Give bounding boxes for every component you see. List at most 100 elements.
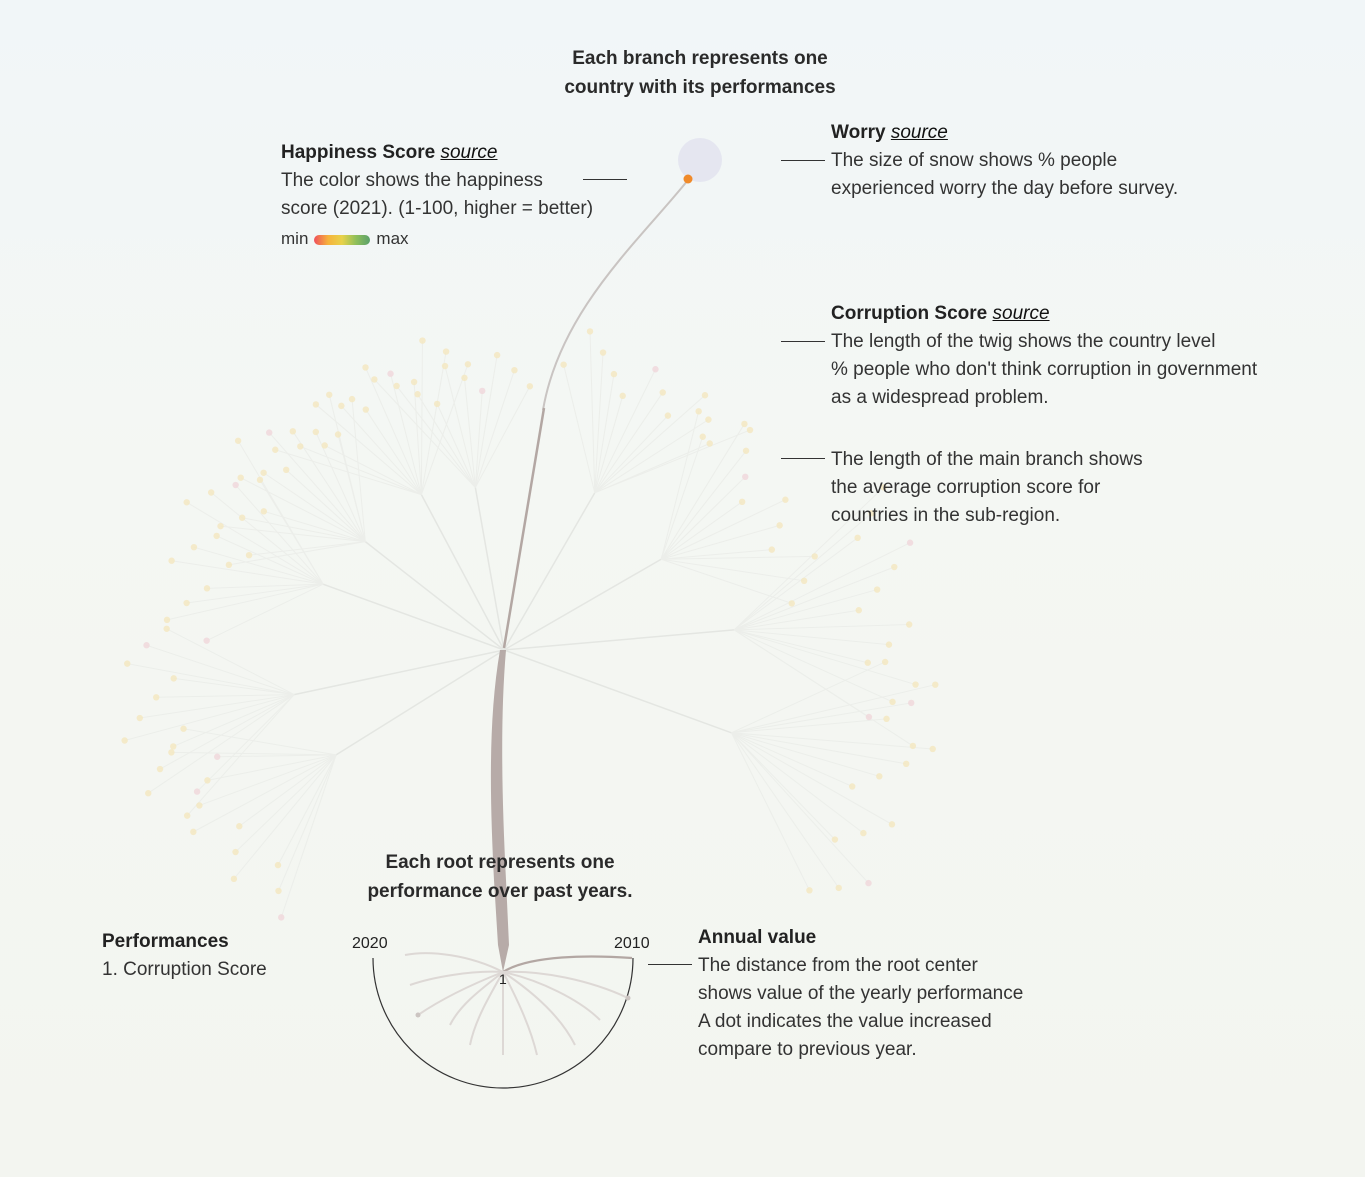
background-country-dot [204, 777, 211, 784]
background-twig [734, 629, 868, 664]
corruption-legend: Corruption Score source The length of th… [831, 300, 1331, 412]
background-twig [420, 351, 447, 495]
background-twig [173, 677, 295, 696]
background-twig [474, 370, 515, 488]
background-twig [731, 732, 864, 834]
background-country-dot [283, 466, 290, 474]
root-line [502, 971, 601, 1021]
background-country-dot [170, 675, 177, 682]
background-country-dot [168, 749, 175, 756]
root-caption: Each root represents one performance ove… [320, 848, 680, 906]
background-country-dot [912, 681, 919, 688]
background-twig [263, 510, 366, 543]
background-country-dot [214, 753, 221, 760]
branch-caption-line1: Each branch represents one [572, 48, 828, 69]
background-country-dot [272, 446, 279, 453]
background-twig [237, 440, 324, 585]
background-twig [127, 663, 295, 696]
background-country-dot [275, 887, 282, 895]
background-country-dot [266, 429, 273, 436]
background-country-dot [183, 499, 190, 506]
worry-source-link[interactable]: source [890, 122, 948, 143]
background-twig [589, 331, 596, 493]
background-twig [733, 486, 884, 631]
background-country-dot [196, 802, 203, 809]
background-country-dot [203, 637, 210, 644]
root-caption-line2: performance over past years. [367, 881, 633, 902]
background-country-dot [464, 361, 472, 368]
background-branch [294, 649, 505, 696]
background-twig [292, 431, 366, 542]
background-country-dot [225, 561, 233, 569]
background-country-dot [742, 447, 750, 454]
root-index-label: 1 [499, 971, 507, 987]
background-twig [328, 394, 366, 542]
background-country-dot [245, 551, 253, 559]
background-twig [733, 629, 893, 703]
background-twig [365, 409, 422, 495]
background-country-dot [234, 437, 242, 444]
background-twig [444, 365, 476, 488]
root-line [469, 971, 504, 1046]
background-country-dot [230, 875, 238, 883]
happiness-desc-line2: score (2021). (1-100, higher = better) [281, 198, 594, 219]
background-twig [733, 537, 858, 631]
corruption-leader-line [781, 341, 825, 342]
background-country-dot [183, 599, 190, 607]
background-country-dot [906, 539, 914, 546]
corruption-desc-line2: % people who don't think corruption in g… [831, 359, 1258, 380]
background-twig [390, 373, 422, 495]
background-twig [146, 644, 295, 696]
background-branch [503, 492, 596, 651]
background-country-dot [334, 431, 342, 438]
worry-leader-line [781, 160, 825, 161]
background-country-dot [433, 400, 441, 408]
background-twig [147, 694, 295, 794]
background-country-dot [860, 829, 867, 837]
background-country-dot [885, 641, 893, 648]
background-twig [413, 381, 422, 495]
background-country-dot [903, 760, 910, 768]
background-country-dot [699, 433, 706, 440]
happiness-source-link[interactable]: source [440, 142, 498, 163]
root-increase-dot [415, 1012, 421, 1018]
background-branch [420, 494, 505, 651]
background-twig [733, 566, 895, 631]
background-twig [731, 732, 880, 777]
background-country-dot [659, 389, 666, 396]
root-line [449, 971, 504, 1026]
background-country-dot [849, 783, 856, 790]
background-twig [661, 555, 815, 560]
background-twig [594, 352, 604, 493]
background-country-dot [289, 428, 297, 435]
background-twig [733, 542, 911, 631]
branch-caption-line2: country with its performances [564, 77, 836, 98]
background-country-dot [909, 742, 917, 750]
background-country-dot [461, 374, 468, 382]
background-twig [731, 702, 912, 734]
background-twig [280, 754, 337, 918]
background-country-dot [888, 821, 896, 828]
background-twig [731, 718, 887, 734]
root-line-2010 [502, 955, 633, 973]
root-line [417, 971, 504, 1016]
annual-desc-line1: The distance from the root center [698, 955, 978, 976]
background-twig [315, 431, 366, 542]
background-country-dot [414, 391, 421, 398]
root-line [409, 970, 504, 986]
background-country-dot [163, 625, 170, 632]
main-branch-leader-line [781, 458, 825, 459]
background-twig [731, 684, 936, 734]
background-country-dot [121, 737, 128, 744]
branch-caption: Each branch represents one country with … [520, 44, 880, 102]
background-twig [235, 484, 324, 585]
background-country-dot [143, 642, 150, 649]
worry-desc-line1: The size of snow shows % people [831, 150, 1118, 171]
root-line [502, 970, 629, 999]
background-twig [733, 512, 872, 631]
background-country-dot [441, 362, 449, 370]
background-twig [594, 392, 664, 494]
corruption-source-link[interactable]: source [992, 303, 1050, 324]
background-country-dot [136, 714, 144, 722]
background-country-dot [929, 745, 936, 753]
